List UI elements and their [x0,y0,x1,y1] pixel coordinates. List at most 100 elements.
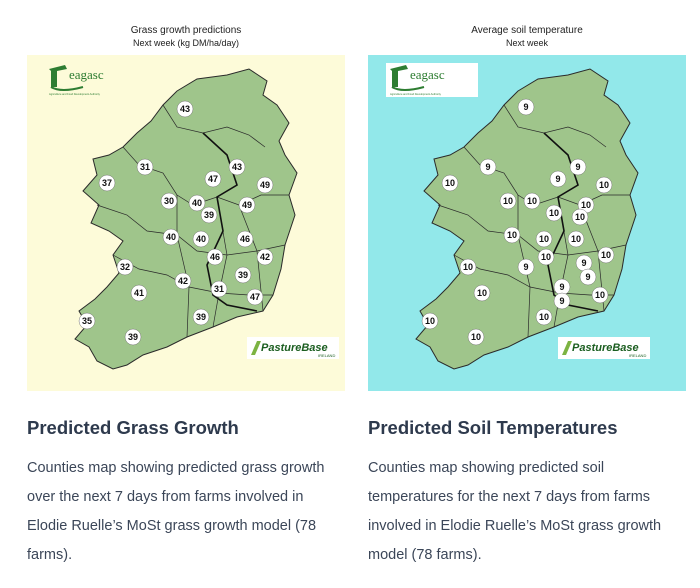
county-value: 10 [539,312,549,322]
brand-sub: IRELAND [629,353,646,358]
county-value: 41 [134,288,144,298]
county-value-label: 42 [174,272,192,290]
county-value: 40 [166,232,176,242]
county-value: 9 [581,258,586,268]
county-value-label: 37 [98,174,116,192]
county-value: 46 [240,234,250,244]
county-value: 10 [541,252,551,262]
county-value-label: 40 [188,194,206,212]
map-subtitle: Next week [505,38,549,48]
county-value: 9 [555,174,560,184]
county-value: 9 [523,262,528,272]
county-value: 40 [192,198,202,208]
county-value-label: 46 [206,248,224,266]
county-value-label: 10 [467,328,485,346]
county-value-label: 39 [200,206,218,224]
map-title: Grass growth predictions [130,25,242,36]
county-value: 10 [477,288,487,298]
logo-tagline: Agriculture and Food Development Authori… [49,92,101,96]
county-value: 46 [210,252,220,262]
county-value-label: 30 [160,192,178,210]
county-value-label: 43 [176,100,194,118]
county-value: 10 [503,196,513,206]
card-heading: Predicted Soil Temperatures [368,417,618,438]
county-value-label: 9 [517,98,535,116]
county-value: 39 [238,270,248,280]
county-value-label: 9 [575,254,593,272]
county-value: 43 [180,104,190,114]
county-value-label: 10 [567,230,585,248]
county-value: 10 [527,196,537,206]
county-value-label: 10 [537,248,555,266]
county-value: 49 [260,180,270,190]
county-value: 10 [463,262,473,272]
ireland-map: 9 9 9 9 10 10 10 10 10 10 10 10 10 10 10 9 10 9 9 9 10 9 10 10 1… [368,55,686,391]
county-value-label: 9 [553,278,571,296]
teagasc-logo: eagasc Agriculture and Food Development … [386,63,478,97]
county-value: 10 [599,180,609,190]
county-value: 39 [204,210,214,220]
logo-tagline: Agriculture and Food Development Authori… [390,92,442,96]
county-value-label: 35 [78,312,96,330]
county-value: 31 [140,162,150,172]
county-value: 10 [575,212,585,222]
county-value-label: 10 [535,308,553,326]
brand-text: PastureBase [261,342,328,354]
county-value-label: 10 [597,246,615,264]
map-header: Grass growth predictions Next week (kg D… [27,24,345,50]
logo-text: eagasc [410,67,445,82]
county-value: 49 [242,200,252,210]
county-value-label: 9 [479,158,497,176]
county-value-label: 39 [234,266,252,284]
brand-sub: IRELAND [318,353,335,358]
county-value-label: 39 [124,328,142,346]
county-value: 10 [425,316,435,326]
county-value-label: 41 [130,284,148,302]
county-value: 39 [128,332,138,342]
county-value-label: 9 [553,292,571,310]
county-value-label: 46 [236,230,254,248]
county-value-label: 10 [473,284,491,302]
county-value: 10 [539,234,549,244]
map-subtitle: Next week (kg DM/ha/day) [132,38,240,48]
county-value-label: 42 [256,248,274,266]
map-header: Average soil temperature Next week [368,24,686,50]
county-value: 42 [260,252,270,262]
county-value-label: 43 [228,158,246,176]
ireland-landmass [415,68,639,370]
brand-text: PastureBase [572,342,639,354]
ireland-landmass [74,68,298,370]
county-value-label: 49 [256,176,274,194]
county-value: 10 [571,234,581,244]
county-value: 9 [559,282,564,292]
county-value-label: 40 [192,230,210,248]
county-value-label: 10 [441,174,459,192]
card-description: Counties map showing predicted grass gro… [27,460,325,563]
pasturebase-logo: PastureBase IRELAND [558,337,650,359]
county-value: 47 [250,292,260,302]
county-value-label: 31 [136,158,154,176]
county-value-label: 47 [246,288,264,306]
card-description: Counties map showing predicted soil temp… [368,460,662,563]
county-value: 10 [581,200,591,210]
county-value-label: 9 [579,268,597,286]
county-value: 10 [601,250,611,260]
county-value: 10 [445,178,455,188]
county-value-label: 10 [421,312,439,330]
county-value: 10 [507,230,517,240]
county-value-label: 10 [499,192,517,210]
teagasc-logo: eagasc Agriculture and Food Development … [49,65,104,96]
county-value: 43 [232,162,242,172]
county-value-label: 32 [116,258,134,276]
soil-temperature-map: 9 9 9 9 10 10 10 10 10 10 10 10 10 10 10 9 10 9 9 9 10 9 10 10 1… [368,55,686,391]
map-title: Average soil temperature [471,25,583,36]
county-value-label: 9 [569,158,587,176]
county-value: 9 [485,162,490,172]
county-value: 47 [208,174,218,184]
county-value: 37 [102,178,112,188]
county-value-label: 31 [210,280,228,298]
county-value-label: 10 [503,226,521,244]
county-value: 32 [120,262,130,272]
